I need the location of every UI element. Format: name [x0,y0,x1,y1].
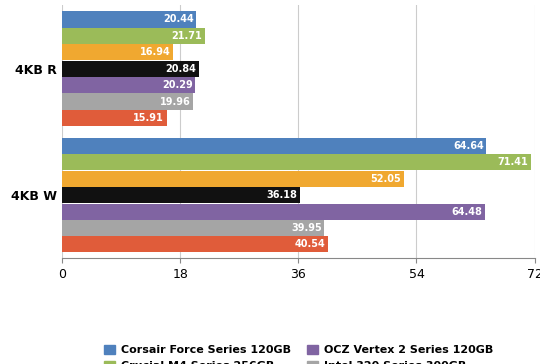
Bar [62,94,193,110]
Bar [62,236,328,253]
Text: 20.29: 20.29 [162,80,193,90]
Text: 40.54: 40.54 [295,240,326,249]
Text: 21.71: 21.71 [171,31,202,41]
Text: 19.96: 19.96 [160,96,191,107]
Bar [62,154,531,170]
Bar [62,220,325,236]
Bar [62,77,195,93]
Bar [62,11,196,28]
Bar [62,203,485,219]
Text: 20.44: 20.44 [163,15,194,24]
Bar [62,110,166,126]
Text: 52.05: 52.05 [370,174,401,184]
Bar [62,44,173,60]
Text: 64.64: 64.64 [453,141,484,151]
Text: 64.48: 64.48 [452,207,483,217]
Text: 20.84: 20.84 [165,64,196,74]
Text: 15.91: 15.91 [133,113,164,123]
Bar [62,171,404,187]
Bar [62,28,205,44]
Text: 36.18: 36.18 [266,190,297,200]
Text: 16.94: 16.94 [140,47,171,57]
Bar [62,187,300,203]
Legend: Corsair Force Series 120GB, Crucial M4 Series 256GB, Samsung 470 Series 256GB, K: Corsair Force Series 120GB, Crucial M4 S… [104,345,493,364]
Text: 71.41: 71.41 [497,157,528,167]
Text: 39.95: 39.95 [291,223,322,233]
Bar [62,138,487,154]
Bar [62,61,199,77]
